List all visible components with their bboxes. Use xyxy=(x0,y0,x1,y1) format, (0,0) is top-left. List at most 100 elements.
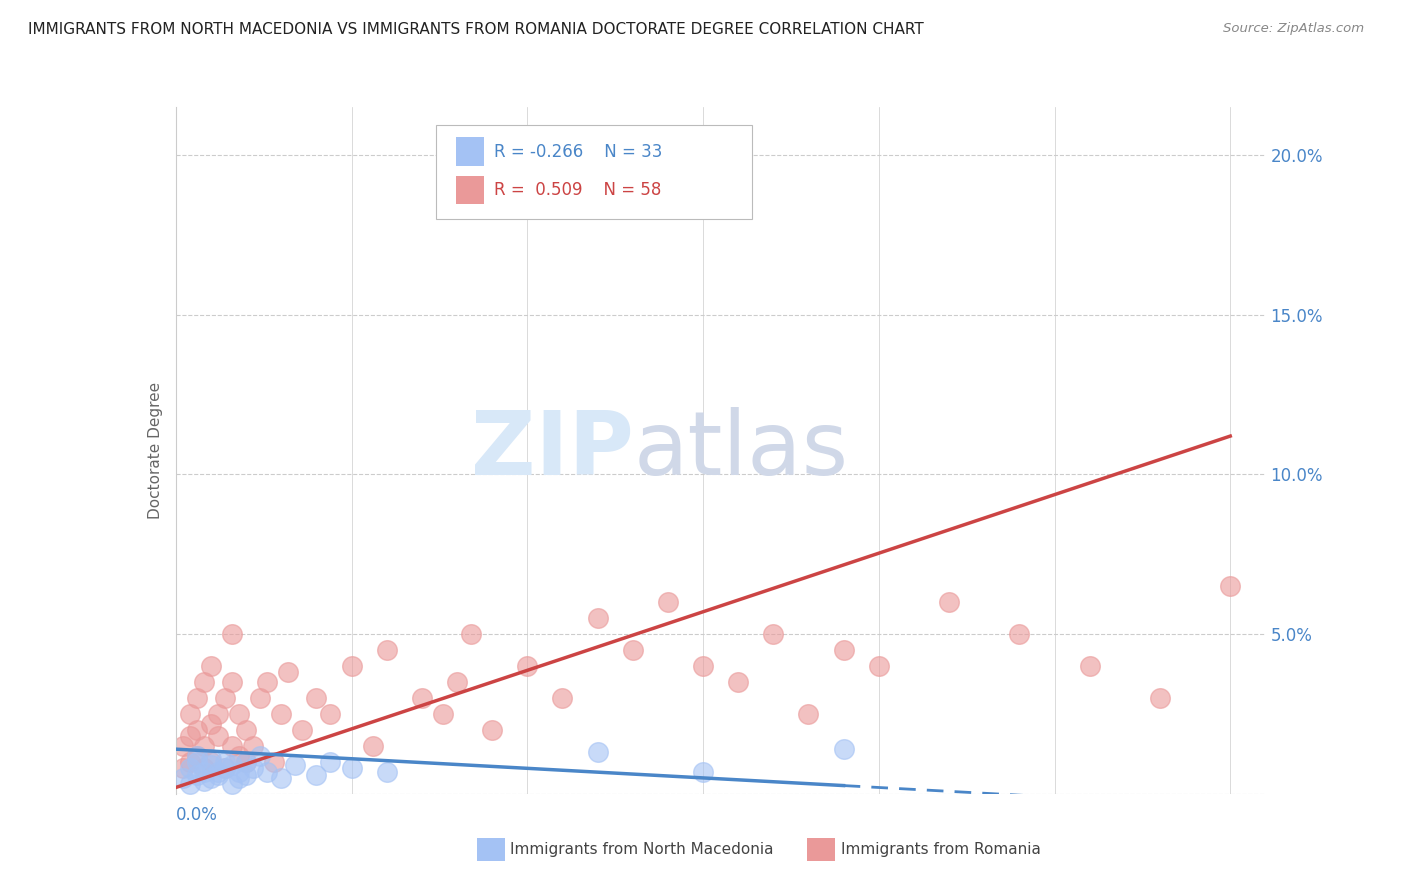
Point xyxy=(235,723,257,737)
Point xyxy=(586,611,609,625)
Text: IMMIGRANTS FROM NORTH MACEDONIA VS IMMIGRANTS FROM ROMANIA DOCTORATE DEGREE CORR: IMMIGRANTS FROM NORTH MACEDONIA VS IMMIG… xyxy=(28,22,924,37)
Point xyxy=(235,768,257,782)
Point xyxy=(481,723,503,737)
Point xyxy=(207,730,229,744)
Point xyxy=(193,764,215,779)
Point xyxy=(214,761,236,775)
Point xyxy=(797,706,820,721)
Point xyxy=(340,659,363,673)
Point xyxy=(186,723,208,737)
Point xyxy=(263,755,285,769)
Point xyxy=(621,643,644,657)
Point xyxy=(411,691,433,706)
Point xyxy=(221,758,243,772)
Point xyxy=(172,761,194,775)
Point xyxy=(179,730,201,744)
Point xyxy=(193,774,215,789)
Text: R = -0.266    N = 33: R = -0.266 N = 33 xyxy=(494,143,662,161)
Point xyxy=(270,706,292,721)
Text: 0.0%: 0.0% xyxy=(176,806,218,824)
Point xyxy=(446,675,468,690)
Point xyxy=(235,755,257,769)
Point xyxy=(305,768,328,782)
Point xyxy=(207,768,229,782)
Point xyxy=(586,745,609,759)
Point xyxy=(1008,627,1031,641)
Point xyxy=(186,748,208,763)
Point xyxy=(249,748,271,763)
Text: Immigrants from North Macedonia: Immigrants from North Macedonia xyxy=(510,842,773,856)
Point xyxy=(319,755,342,769)
Point xyxy=(516,659,538,673)
Point xyxy=(200,659,222,673)
Point xyxy=(207,706,229,721)
Point xyxy=(551,691,574,706)
Point xyxy=(242,739,264,753)
Point xyxy=(938,595,960,609)
Text: atlas: atlas xyxy=(633,407,849,494)
Point xyxy=(179,761,201,775)
Point xyxy=(692,659,714,673)
Text: Immigrants from Romania: Immigrants from Romania xyxy=(841,842,1040,856)
Point xyxy=(200,771,222,785)
Point xyxy=(200,716,222,731)
Text: ZIP: ZIP xyxy=(471,407,633,494)
Point xyxy=(179,706,201,721)
Point xyxy=(200,752,222,766)
Point xyxy=(193,739,215,753)
Y-axis label: Doctorate Degree: Doctorate Degree xyxy=(148,382,163,519)
Point xyxy=(221,777,243,791)
Point xyxy=(186,768,208,782)
Point xyxy=(214,755,236,769)
Point xyxy=(291,723,314,737)
Point xyxy=(242,761,264,775)
Point xyxy=(1078,659,1101,673)
Point xyxy=(319,706,342,721)
Point xyxy=(172,771,194,785)
Point xyxy=(727,675,749,690)
Point xyxy=(284,758,307,772)
Point xyxy=(692,764,714,779)
Point xyxy=(228,771,250,785)
Point xyxy=(221,739,243,753)
Point xyxy=(186,748,208,763)
Point xyxy=(200,755,222,769)
Point xyxy=(1149,691,1171,706)
Point xyxy=(207,764,229,779)
Point xyxy=(432,706,454,721)
Text: R =  0.509    N = 58: R = 0.509 N = 58 xyxy=(494,181,661,199)
Point xyxy=(214,761,236,775)
Point xyxy=(228,764,250,779)
Point xyxy=(270,771,292,785)
Point xyxy=(1219,579,1241,593)
Point xyxy=(361,739,384,753)
Point xyxy=(277,665,299,680)
Point xyxy=(235,755,257,769)
Point xyxy=(186,691,208,706)
Point xyxy=(256,675,278,690)
Point xyxy=(172,739,194,753)
Point xyxy=(179,777,201,791)
Text: Source: ZipAtlas.com: Source: ZipAtlas.com xyxy=(1223,22,1364,36)
Point xyxy=(657,595,679,609)
Point xyxy=(762,627,785,641)
Point xyxy=(375,643,398,657)
Point xyxy=(228,748,250,763)
Point xyxy=(193,761,215,775)
Point xyxy=(228,706,250,721)
Point xyxy=(340,761,363,775)
Point xyxy=(179,755,201,769)
Point xyxy=(256,764,278,779)
Point xyxy=(305,691,328,706)
Point xyxy=(193,675,215,690)
Point xyxy=(214,691,236,706)
Point xyxy=(249,691,271,706)
Point xyxy=(868,659,890,673)
Point xyxy=(221,675,243,690)
Point xyxy=(832,643,855,657)
Point xyxy=(460,627,482,641)
Point xyxy=(375,764,398,779)
Point xyxy=(832,742,855,756)
Point xyxy=(200,758,222,772)
Point xyxy=(221,627,243,641)
